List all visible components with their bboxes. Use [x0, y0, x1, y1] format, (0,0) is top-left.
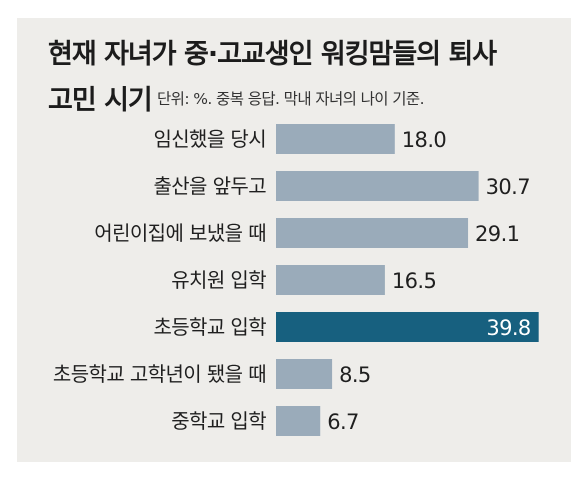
category-label: 초등학교 고학년이 됐을 때: [53, 362, 266, 386]
category-label: 초등학교 입학: [153, 315, 266, 339]
chart-title-line1: 현재 자녀가 중·고교생인 워킹맘들의 퇴사: [48, 39, 497, 70]
category-label: 임신했을 당시: [153, 127, 266, 151]
value-label: 30.7: [486, 175, 530, 199]
value-label: 29.1: [475, 222, 519, 246]
bar: [276, 124, 395, 154]
bar-highlight: [276, 312, 539, 342]
bar: [276, 359, 333, 389]
category-label: 유치원 입학: [171, 268, 266, 292]
bar: [276, 406, 321, 436]
chart-card: 현재 자녀가 중·고교생인 워킹맘들의 퇴사 고민 시기 단위: %. 중복 응…: [17, 18, 571, 462]
bar: [276, 218, 469, 248]
value-label: 18.0: [402, 128, 446, 152]
unit-note: 단위: %. 중복 응답. 막내 자녀의 나이 기준.: [157, 90, 425, 108]
bar-chart: 임신했을 당시 18.0 출산을 앞두고 30.7 어린이집에 보냈을 때 29.1 유치원…: [53, 124, 539, 436]
value-label: 16.5: [392, 269, 436, 293]
category-label: 중학교 입학: [171, 409, 266, 433]
value-label: 39.8: [486, 316, 530, 340]
category-label: 어린이집에 보냈을 때: [94, 221, 266, 245]
bar: [276, 265, 385, 295]
category-label: 출산을 앞두고: [153, 174, 266, 198]
value-label: 8.5: [339, 363, 371, 387]
chart-title-line2: 고민 시기: [48, 85, 153, 116]
value-label: 6.7: [327, 410, 359, 434]
bar: [276, 171, 479, 201]
